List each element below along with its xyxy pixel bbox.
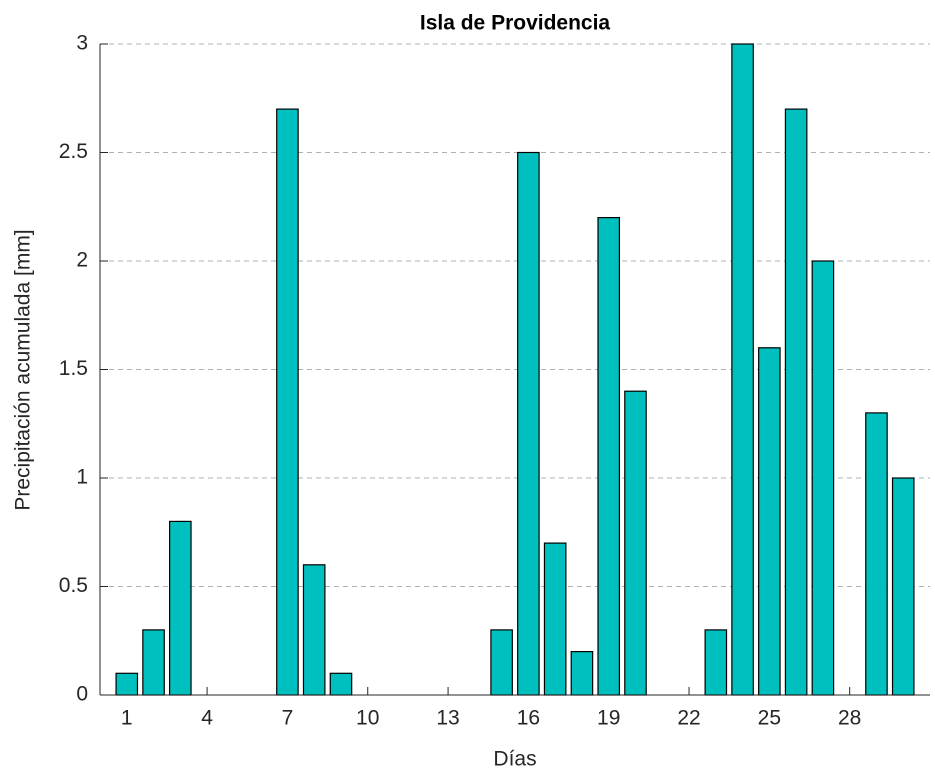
bar <box>169 520 192 696</box>
x-tick-label: 13 <box>436 707 459 730</box>
y-tick-label: 2.5 <box>59 140 88 163</box>
x-tick-label: 7 <box>282 707 294 730</box>
bar <box>865 412 888 696</box>
y-tick-label: 2 <box>76 249 88 272</box>
bar <box>517 151 540 696</box>
bar <box>811 260 835 696</box>
y-tick-label: 0.5 <box>59 574 88 597</box>
y-tick-label: 3 <box>76 32 88 55</box>
bar <box>704 629 728 696</box>
bar <box>490 629 513 696</box>
x-axis-label: Días <box>493 748 536 771</box>
chart-title: Isla de Providencia <box>420 12 611 35</box>
x-tick-label: 16 <box>517 707 540 730</box>
bar <box>276 108 299 696</box>
x-tick-label: 4 <box>201 707 213 730</box>
bar <box>543 542 567 696</box>
bar <box>891 477 915 696</box>
x-tick-label: 10 <box>356 707 379 730</box>
bar <box>597 217 621 696</box>
bar <box>624 390 647 696</box>
y-tick-label: 1 <box>76 466 88 489</box>
y-tick-label: 0 <box>76 683 88 706</box>
y-axis-label: Precipitación acumulada [mm] <box>12 229 35 510</box>
x-tick-label: 22 <box>677 707 700 730</box>
y-tick-label: 1.5 <box>59 357 88 380</box>
x-tick-label: 1 <box>121 707 133 730</box>
bar <box>570 650 594 696</box>
x-tick-label: 25 <box>758 707 781 730</box>
bar <box>115 672 139 696</box>
bar <box>142 629 165 696</box>
bar <box>731 43 754 696</box>
bar <box>302 564 326 696</box>
bar <box>784 108 808 696</box>
x-tick-label: 28 <box>838 707 861 730</box>
x-tick-label: 19 <box>597 707 620 730</box>
bar <box>329 672 353 696</box>
bar <box>758 347 781 696</box>
